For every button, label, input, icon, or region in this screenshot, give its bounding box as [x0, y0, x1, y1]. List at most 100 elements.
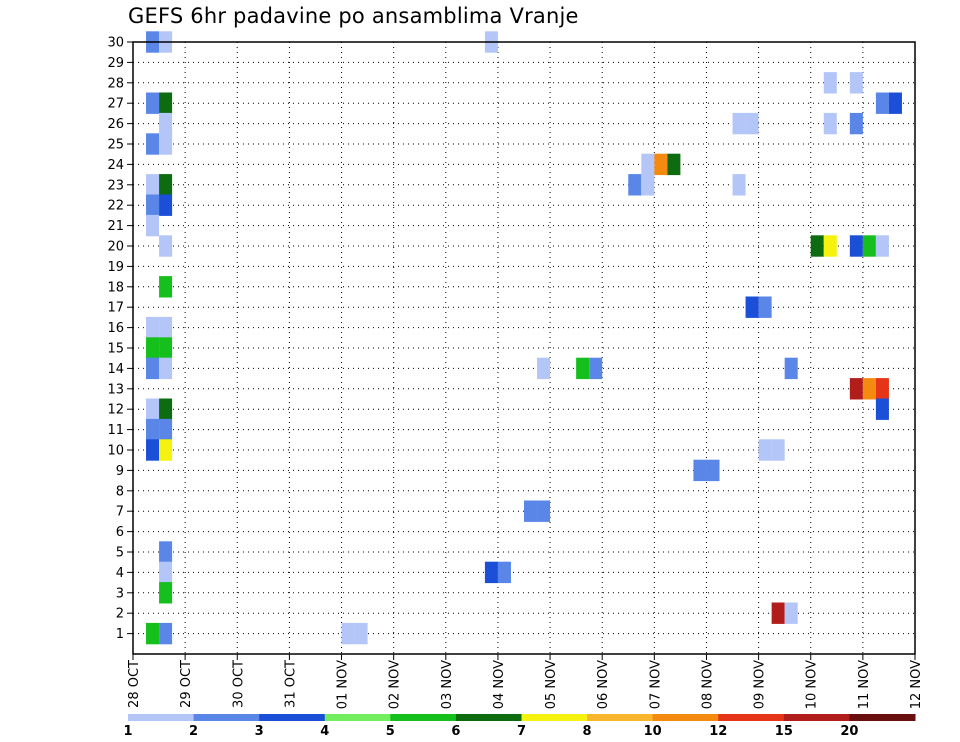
heatmap-cell — [146, 194, 160, 216]
y-tick-label: 14 — [107, 362, 124, 377]
heatmap-cell — [159, 418, 173, 441]
heatmap-cell — [875, 235, 889, 257]
heatmap-cell — [849, 112, 863, 135]
colorbar-swatch — [193, 714, 260, 721]
y-tick-label: 25 — [107, 138, 124, 153]
heatmap-cell — [654, 153, 668, 176]
y-tick-label: 21 — [107, 219, 124, 234]
heatmap-cell — [862, 235, 876, 257]
y-tick-label: 30 — [107, 36, 124, 51]
heatmap-cell — [732, 174, 746, 196]
colorbar-swatch — [324, 714, 391, 721]
x-tick-label: 12 NOV — [909, 660, 924, 709]
heatmap-cell — [146, 133, 160, 155]
heatmap-cell — [159, 276, 173, 298]
heatmap-cell — [497, 561, 511, 584]
heatmap-cell — [589, 357, 603, 380]
heatmap-cell — [159, 112, 173, 135]
x-tick-label: 28 OCT — [127, 660, 142, 708]
y-tick-label: 26 — [107, 117, 124, 132]
y-tick-label: 10 — [107, 444, 124, 459]
heatmap-cell — [693, 459, 707, 482]
heatmap-cell — [146, 357, 160, 380]
x-tick-label: 03 NOV — [440, 660, 455, 709]
heatmap-cell — [159, 194, 173, 216]
colorbar-swatch — [587, 714, 654, 721]
colorbar-swatch — [259, 714, 326, 721]
x-tick-label: 02 NOV — [388, 660, 403, 709]
x-tick-label: 05 NOV — [544, 660, 559, 709]
heatmap-cell — [771, 439, 785, 461]
heatmap-cell — [849, 72, 863, 94]
heatmap-cell — [823, 112, 837, 135]
x-tick-label: 11 NOV — [857, 660, 872, 709]
heatmap-cell — [537, 500, 551, 522]
x-tick-label: 31 OCT — [283, 660, 298, 708]
heatmap-cell — [159, 582, 173, 604]
colorbar-swatch — [718, 714, 785, 721]
heatmap-cell — [823, 72, 837, 94]
heatmap-cell — [146, 316, 160, 339]
y-tick-label: 13 — [107, 382, 124, 397]
heatmap-cell — [159, 439, 173, 461]
colorbar-swatch — [783, 714, 850, 721]
colorbar-label: 10 — [644, 724, 662, 739]
heatmap-cell — [159, 316, 173, 339]
y-tick-label: 17 — [107, 301, 124, 316]
heatmap-cell — [732, 112, 746, 135]
heatmap-cell — [823, 235, 837, 257]
colorbar-swatch — [652, 714, 719, 721]
heatmap-cell — [159, 235, 173, 257]
colorbar-label: 4 — [320, 724, 329, 739]
heatmap-cell — [849, 235, 863, 257]
heatmap-cell — [159, 398, 173, 420]
colorbar-label: 1 — [123, 724, 132, 739]
x-tick-label: 30 OCT — [231, 660, 246, 708]
heatmap-cell — [810, 235, 824, 257]
colorbar-label: 7 — [517, 724, 526, 739]
heatmap-cell — [146, 214, 160, 237]
y-tick-label: 16 — [107, 321, 124, 336]
colorbar-label: 2 — [189, 724, 198, 739]
heatmap-cell — [146, 418, 160, 441]
heatmap-cell — [745, 112, 759, 135]
y-tick-label: 3 — [116, 586, 124, 601]
colorbar-label: 5 — [386, 724, 395, 739]
heatmap-cell — [159, 622, 173, 645]
heatmap-cell — [341, 622, 355, 645]
colorbar-swatch — [849, 714, 916, 721]
heatmap-cell — [159, 541, 173, 563]
x-tick-label: 09 NOV — [753, 660, 768, 709]
y-tick-label: 4 — [116, 566, 124, 581]
colorbar-label: 12 — [709, 724, 727, 739]
y-tick-label: 23 — [107, 178, 124, 193]
heatmap-cell — [146, 337, 160, 359]
x-tick-label: 01 NOV — [336, 660, 351, 709]
x-tick-label: 07 NOV — [648, 660, 663, 709]
x-tick-label: 04 NOV — [492, 660, 507, 709]
colorbar-label: 8 — [583, 724, 592, 739]
x-tick-label: 10 NOV — [805, 660, 820, 709]
colorbar-swatch — [390, 714, 457, 721]
heatmap-cell — [146, 174, 160, 196]
heatmap-cell — [146, 439, 160, 461]
heatmap-cell — [667, 153, 681, 176]
colorbar-swatch — [455, 714, 522, 721]
colorbar-label: 20 — [840, 724, 858, 739]
heatmap-cell — [706, 459, 720, 482]
y-tick-label: 5 — [116, 546, 124, 561]
x-tick-label: 29 OCT — [179, 660, 194, 708]
y-tick-label: 29 — [107, 56, 124, 71]
heatmap-cell — [771, 602, 785, 624]
heatmap-cell — [888, 92, 902, 114]
heatmap-cell — [146, 398, 160, 420]
heatmap-cell — [159, 174, 173, 196]
chart-title: GEFS 6hr padavine po ansamblima Vranje — [128, 4, 579, 28]
heatmap-cell — [784, 602, 798, 624]
heatmap-cell — [159, 337, 173, 359]
y-tick-label: 19 — [107, 260, 124, 275]
heatmap-cell — [576, 357, 590, 380]
y-tick-label: 12 — [107, 403, 124, 418]
heatmap-cell — [159, 561, 173, 584]
y-tick-label: 15 — [107, 342, 124, 357]
